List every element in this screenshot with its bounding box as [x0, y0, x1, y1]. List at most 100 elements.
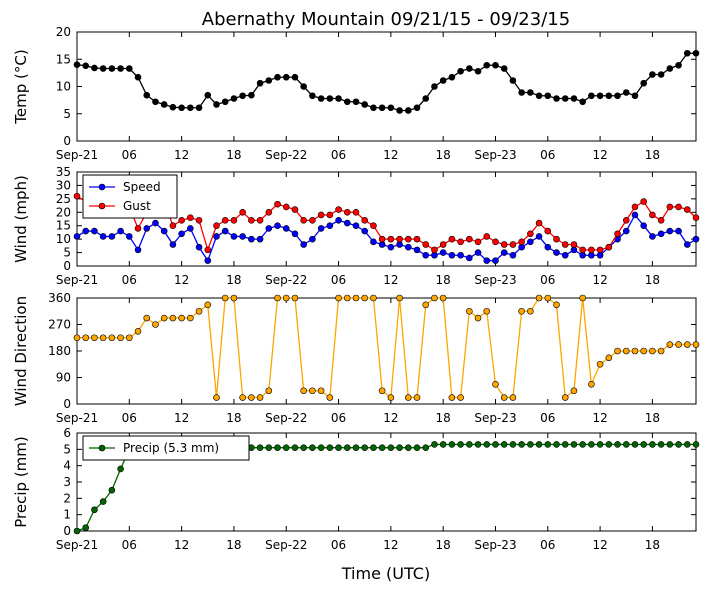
data-point: [352, 208, 360, 216]
data-point: [640, 79, 647, 87]
x-tick-label: 06: [122, 273, 137, 287]
y-tick-label: 270: [48, 318, 71, 332]
data-point: [108, 486, 116, 494]
data-point: [187, 225, 194, 232]
data-point: [187, 314, 194, 322]
data-point: [73, 61, 81, 68]
data-point: [422, 444, 430, 452]
data-point: [666, 441, 674, 448]
data-point: [178, 217, 185, 224]
data-point: [309, 444, 316, 452]
data-point: [596, 441, 604, 448]
data-point: [692, 235, 700, 243]
y-tick-label: 5: [63, 246, 71, 260]
data-point: [675, 227, 682, 235]
data-point: [509, 251, 517, 259]
x-tick-label: 18: [226, 273, 241, 287]
data-point: [561, 251, 569, 259]
data-point: [675, 441, 682, 448]
y-tick-label: 20: [56, 25, 71, 39]
data-point: [73, 233, 81, 240]
data-point: [518, 238, 525, 246]
data-point: [317, 387, 325, 395]
data-point: [466, 254, 473, 262]
data-point: [457, 394, 464, 401]
x-tick-label: 06: [540, 148, 555, 162]
data-point: [439, 294, 447, 302]
data-point: [274, 444, 281, 452]
data-point: [422, 301, 430, 309]
data-point: [230, 217, 238, 224]
data-point: [335, 294, 342, 302]
data-point: [439, 241, 447, 248]
x-tick-label: Sep-21: [56, 538, 98, 552]
data-point: [378, 444, 386, 452]
data-point: [291, 444, 299, 452]
data-point: [683, 49, 691, 57]
data-point: [666, 65, 674, 72]
data-point: [649, 441, 656, 448]
data-point: [535, 233, 543, 240]
data-point: [483, 257, 491, 264]
x-tick-label: 06: [331, 148, 346, 162]
data-point: [457, 238, 464, 246]
data-point: [230, 233, 238, 240]
data-point: [248, 394, 255, 401]
data-point: [509, 77, 517, 84]
data-point: [509, 394, 517, 401]
data-point: [274, 222, 281, 230]
data-point: [317, 225, 325, 232]
x-tick-label: 12: [383, 148, 398, 162]
data-point: [448, 73, 456, 81]
data-point: [439, 249, 447, 256]
data-point: [509, 241, 517, 248]
data-point: [343, 444, 351, 452]
data-point: [326, 394, 334, 401]
data-point: [448, 441, 456, 448]
data-point: [588, 441, 595, 448]
data-point: [413, 246, 421, 254]
y-tick-label: 0: [63, 397, 71, 411]
data-point: [213, 233, 220, 240]
data-point: [588, 246, 595, 254]
data-point: [448, 394, 456, 401]
data-point: [300, 444, 307, 452]
data-point: [404, 444, 412, 452]
data-point: [483, 307, 491, 315]
data-point: [614, 230, 621, 238]
data-point: [187, 214, 194, 221]
data-point: [492, 257, 499, 264]
x-tick-label: 12: [174, 273, 189, 287]
data-point: [500, 241, 508, 248]
data-point: [474, 67, 482, 75]
y-tick-label: 90: [56, 371, 71, 385]
y-tick-label: 360: [48, 291, 71, 305]
data-point: [152, 219, 159, 227]
data-point: [413, 104, 421, 112]
data-point: [535, 92, 543, 100]
data-point: [535, 219, 543, 227]
data-point: [649, 233, 656, 240]
data-point: [73, 527, 81, 535]
x-tick-label: 18: [226, 538, 241, 552]
data-point: [431, 441, 438, 448]
data-point: [134, 327, 142, 335]
data-point: [605, 92, 613, 100]
data-point: [527, 238, 534, 246]
x-tick-label: 12: [383, 411, 398, 425]
x-tick-label: 06: [540, 273, 555, 287]
panel-frame: [76, 297, 697, 405]
data-point: [396, 444, 403, 452]
data-point: [326, 95, 334, 102]
data-point: [387, 104, 395, 112]
data-point: [343, 208, 351, 216]
data-point: [99, 233, 107, 240]
x-tick-label: Sep-22: [265, 411, 307, 425]
data-point: [614, 92, 621, 100]
data-point: [134, 246, 142, 254]
data-point: [622, 347, 630, 355]
data-point: [134, 225, 142, 232]
data-point: [230, 294, 238, 302]
